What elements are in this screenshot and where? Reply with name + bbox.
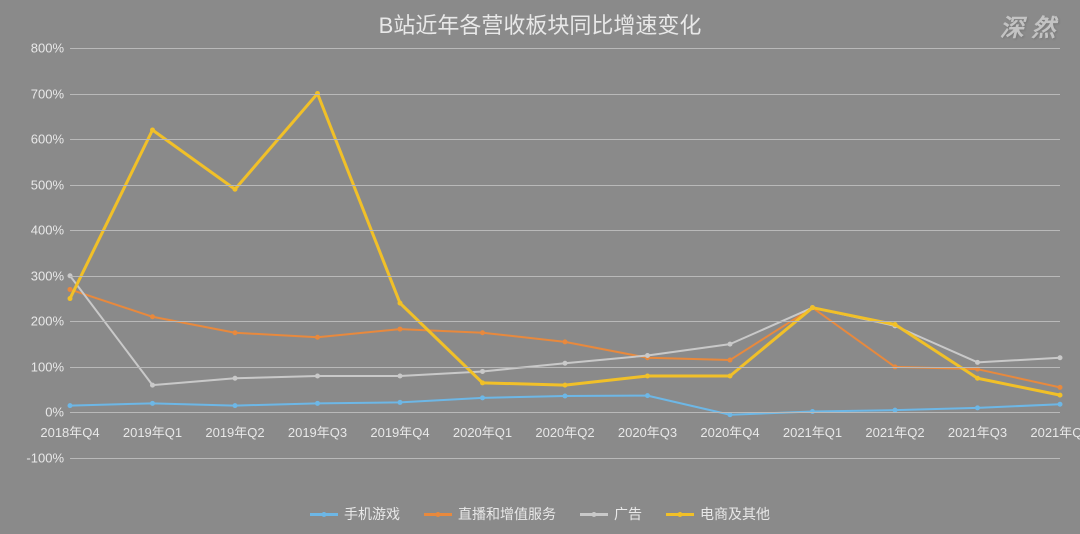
y-axis-label: 500% xyxy=(31,177,64,192)
x-axis-label: 2021年Q2 xyxy=(865,418,924,441)
y-axis-label: 100% xyxy=(31,359,64,374)
gridline xyxy=(70,321,1060,322)
x-axis-label: 2020年Q3 xyxy=(618,418,677,441)
x-axis-label: 2019年Q1 xyxy=(123,418,182,441)
gridline xyxy=(70,139,1060,140)
series-marker xyxy=(150,401,155,406)
legend-item: 广告 xyxy=(580,504,642,524)
series-marker xyxy=(68,296,73,301)
series-marker xyxy=(975,360,980,365)
legend-label: 广告 xyxy=(614,504,642,524)
legend-item: 直播和增值服务 xyxy=(424,504,556,524)
gridline xyxy=(70,48,1060,49)
legend-swatch xyxy=(310,513,338,516)
x-axis-label: 2019年Q3 xyxy=(288,418,347,441)
series-marker xyxy=(645,353,650,358)
y-axis-label: 300% xyxy=(31,268,64,283)
y-axis-label: 600% xyxy=(31,132,64,147)
series-marker xyxy=(975,405,980,410)
series-marker xyxy=(563,339,568,344)
series-marker xyxy=(563,394,568,399)
series-marker xyxy=(398,374,403,379)
plot-area: -100%0%100%200%300%400%500%600%700%800%2… xyxy=(70,48,1060,458)
series-marker xyxy=(893,322,898,327)
series-marker xyxy=(645,374,650,379)
series-line xyxy=(70,289,1060,387)
series-marker xyxy=(728,342,733,347)
gridline xyxy=(70,276,1060,277)
series-marker xyxy=(68,287,73,292)
series-marker xyxy=(398,400,403,405)
chart-lines xyxy=(70,48,1060,458)
series-marker xyxy=(233,376,238,381)
x-axis-label: 2021年Q4 xyxy=(1030,418,1080,441)
series-marker xyxy=(563,383,568,388)
gridline xyxy=(70,94,1060,95)
gridline xyxy=(70,185,1060,186)
chart-title: B站近年各营收板块同比增速变化 xyxy=(0,8,1080,40)
gridline xyxy=(70,367,1060,368)
y-axis-label: 800% xyxy=(31,41,64,56)
series-marker xyxy=(398,301,403,306)
series-marker xyxy=(1058,393,1063,398)
series-marker xyxy=(68,403,73,408)
series-marker xyxy=(315,374,320,379)
series-marker xyxy=(150,128,155,133)
series-marker xyxy=(480,330,485,335)
legend-item: 手机游戏 xyxy=(310,504,400,524)
series-marker xyxy=(1058,355,1063,360)
x-axis-label: 2019年Q2 xyxy=(205,418,264,441)
series-marker xyxy=(233,330,238,335)
legend: 手机游戏 直播和增值服务 广告 电商及其他 xyxy=(0,503,1080,525)
y-axis-label: 700% xyxy=(31,86,64,101)
x-axis-label: 2020年Q1 xyxy=(453,418,512,441)
x-axis-label: 2020年Q2 xyxy=(535,418,594,441)
series-marker xyxy=(645,393,650,398)
x-axis-label: 2020年Q4 xyxy=(700,418,759,441)
series-marker xyxy=(1058,385,1063,390)
series-marker xyxy=(150,383,155,388)
y-axis-label: 200% xyxy=(31,314,64,329)
series-marker xyxy=(233,403,238,408)
legend-swatch xyxy=(580,513,608,516)
y-axis-label: 400% xyxy=(31,223,64,238)
chart-container: { "title": "B站近年各营收板块同比增速变化", "title_fon… xyxy=(0,0,1080,534)
legend-label: 直播和增值服务 xyxy=(458,504,556,524)
x-axis-label: 2019年Q4 xyxy=(370,418,429,441)
x-axis-label: 2018年Q4 xyxy=(40,418,99,441)
series-marker xyxy=(728,358,733,363)
series-marker xyxy=(150,314,155,319)
series-marker xyxy=(480,395,485,400)
gridline xyxy=(70,458,1060,459)
series-marker xyxy=(480,369,485,374)
y-axis-label: -100% xyxy=(26,451,64,466)
legend-swatch xyxy=(424,513,452,516)
watermark: 深 然 xyxy=(1000,8,1056,43)
series-marker xyxy=(480,380,485,385)
series-marker xyxy=(1058,402,1063,407)
series-marker xyxy=(315,401,320,406)
legend-item: 电商及其他 xyxy=(666,504,770,524)
series-marker xyxy=(398,327,403,332)
legend-label: 电商及其他 xyxy=(700,504,770,524)
series-marker xyxy=(728,374,733,379)
series-marker xyxy=(810,305,815,310)
x-axis-label: 2021年Q1 xyxy=(783,418,842,441)
x-axis-label: 2021年Q3 xyxy=(948,418,1007,441)
series-marker xyxy=(315,335,320,340)
legend-label: 手机游戏 xyxy=(344,504,400,524)
legend-swatch xyxy=(666,513,694,516)
gridline xyxy=(70,412,1060,413)
series-marker xyxy=(563,361,568,366)
series-marker xyxy=(975,376,980,381)
gridline xyxy=(70,230,1060,231)
series-marker xyxy=(233,187,238,192)
